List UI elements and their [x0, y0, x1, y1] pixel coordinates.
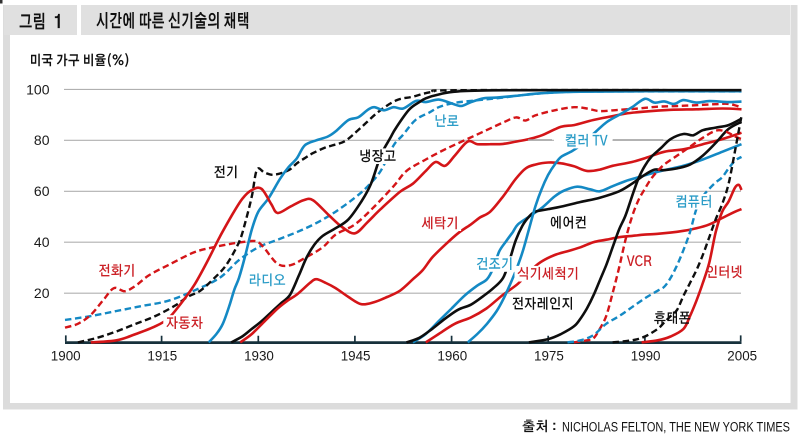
svg-text:1945: 1945: [341, 349, 371, 364]
svg-text:1960: 1960: [437, 349, 467, 364]
svg-text:1990: 1990: [631, 349, 661, 364]
svg-text:20: 20: [34, 285, 50, 301]
svg-text:2005: 2005: [727, 349, 757, 364]
svg-text:1975: 1975: [534, 349, 564, 364]
svg-text:1930: 1930: [244, 349, 274, 364]
svg-text:100: 100: [26, 81, 50, 97]
svg-text:40: 40: [34, 234, 50, 250]
svg-text:1915: 1915: [147, 349, 177, 364]
svg-text:60: 60: [34, 183, 50, 199]
svg-text:NICHOLAS FELTON, THE NEW YORK: NICHOLAS FELTON, THE NEW YORK TIMES: [562, 419, 790, 435]
svg-text:1900: 1900: [51, 349, 81, 364]
svg-text:80: 80: [34, 132, 50, 148]
